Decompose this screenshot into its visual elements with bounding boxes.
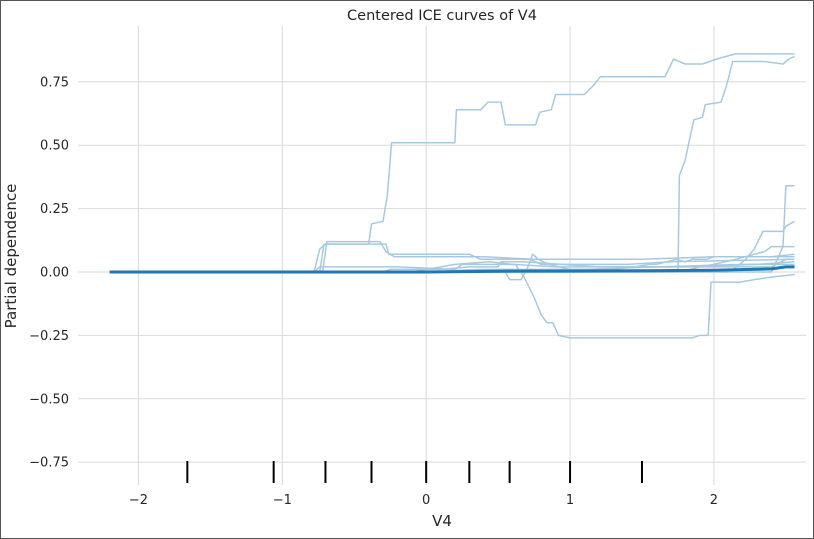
x-tick-label: 0 — [422, 493, 430, 508]
y-tick-label: 0.00 — [40, 265, 69, 280]
y-axis-label: Partial dependence — [2, 184, 20, 329]
ice-line — [109, 261, 795, 273]
ice-line — [109, 243, 795, 273]
chart-title: Centered ICE curves of V4 — [347, 8, 537, 24]
y-tick-label: −0.50 — [29, 392, 69, 407]
x-axis-label: V4 — [432, 512, 452, 530]
y-tick-label: −0.25 — [29, 329, 69, 344]
x-tick-label: 2 — [710, 493, 718, 508]
tick-labels: −2 −1 0 1 2 0.75 0.50 0.25 0.00 −0.25 −0.50 −0.75 — [29, 75, 718, 508]
ice-curves — [109, 53, 795, 339]
ice-line — [109, 240, 795, 273]
x-tick-label: 1 — [566, 493, 574, 508]
y-tick-label: −0.75 — [29, 456, 69, 471]
x-tick-label: −2 — [129, 493, 148, 508]
rug-ticks — [186, 461, 643, 483]
ice-line — [109, 53, 795, 273]
ice-line — [109, 55, 795, 273]
plot-area — [78, 26, 806, 485]
y-tick-label: 0.25 — [40, 202, 69, 217]
x-tick-label: −1 — [273, 493, 292, 508]
y-tick-label: 0.75 — [40, 75, 69, 90]
ice-line — [109, 263, 795, 339]
y-tick-label: 0.50 — [40, 139, 69, 154]
average-pd-line — [109, 265, 795, 274]
